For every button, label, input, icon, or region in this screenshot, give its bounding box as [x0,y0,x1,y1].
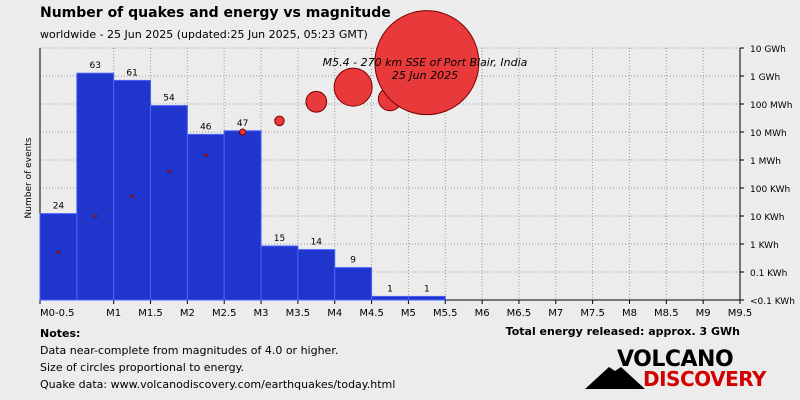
largest-quake-annotation: M5.4 - 270 km SSE of Port Blair, India [323,56,528,69]
energy-tick-label: 0.1 KWh [750,269,787,279]
x-tick-label: M7 [548,308,563,319]
energy-circle [274,115,285,127]
x-tick-label: M3 [254,308,269,319]
labels-layer: 10 GWh 1 GWh 100 MWh 10 MWh 1 MWh 100 KWh 10 K… [40,45,795,319]
x-tick-label: M2 [180,308,195,319]
histogram-bar [297,249,336,301]
notes: Notes: Data near-complete from magnitude… [40,325,395,393]
bar-count-label: 63 [90,61,101,71]
bars-layer [39,72,446,301]
histogram-bar [113,79,152,301]
energy-circle [167,169,171,173]
energy-circle [93,214,97,218]
x-tick-label: M5.5 [433,308,458,319]
bar-count-label: 14 [311,238,323,248]
x-tick-label: M1 [106,308,121,319]
energy-tick-label: <0.1 KWh [750,297,795,307]
x-tick-label: M8.5 [654,308,679,319]
largest-quake-date: 25 Jun 2025 [392,69,458,82]
volcano-icon [585,367,645,389]
x-tick-label: M0-0.5 [40,308,75,319]
energy-circle [239,128,247,136]
histogram-bar [260,245,299,301]
y-axis-label: Number of events [24,137,34,218]
energy-tick-label: 1 GWh [750,73,780,83]
energy-tick-label: 10 GWh [750,45,786,55]
energy-tick-label: 10 MWh [750,129,787,139]
bar-count-label: 15 [274,234,285,244]
bar-count-label: 9 [350,256,356,266]
notes-heading: Notes: [40,327,81,340]
notes-line-1: Data near-complete from magnitudes of 4.… [40,344,339,357]
x-tick-label: M7.5 [580,308,605,319]
chart-title: Number of quakes and energy vs magnitude [40,5,391,21]
x-tick-label: M2.5 [212,308,237,319]
energy-tick-label: 10 KWh [750,213,785,223]
histogram-bar [76,72,115,301]
x-tick-label: M8 [622,308,637,319]
notes-line-3: Quake data: www.volcanodiscovery.com/ear… [40,378,396,391]
x-tick-label: M6.5 [507,308,532,319]
bar-count-label: 24 [53,202,65,212]
volcanodiscovery-logo: VOLCANO DISCOVERY [585,347,767,397]
energy-circle [374,10,480,116]
histogram-bar [407,295,446,301]
energy-circle [305,90,328,113]
bar-count-label: 46 [200,122,212,132]
x-tick-label: M6 [475,308,490,319]
histogram-bar [371,295,409,301]
logo-word-volcano: VOLCANO [617,347,734,372]
bar-count-label: 54 [163,94,175,104]
x-tick-label: M9.5 [728,308,753,319]
histogram-bar [186,133,225,301]
histogram-bar [150,105,188,301]
bar-count-label: 47 [237,119,248,129]
x-tick-label: M9 [696,308,711,319]
energy-circle [204,153,208,157]
bar-count-label: 1 [387,284,393,294]
energy-circles-layer [56,10,480,255]
x-tick-label: M5 [401,308,416,319]
x-tick-label: M4 [327,308,342,319]
energy-circle [333,67,373,107]
energy-circle [130,194,134,199]
x-tick-label: M1.5 [138,308,163,319]
chart-subtitle: worldwide - 25 Jun 2025 (updated:25 Jun … [40,28,368,41]
histogram-bar [39,213,78,301]
notes-line-2: Size of circles proportional to energy. [40,361,245,374]
total-energy: Total energy released: approx. 3 GWh [505,325,740,338]
bar-count-label: 1 [424,284,430,294]
x-tick-label: M3.5 [286,308,311,319]
energy-circle [56,250,61,255]
histogram-bar [334,267,373,301]
energy-tick-label: 1 MWh [750,157,781,167]
energy-tick-label: 1 KWh [750,241,779,251]
x-tick-label: M4.5 [359,308,384,319]
bar-count-label: 61 [126,68,137,78]
histogram-bar [223,130,262,301]
energy-tick-label: 100 KWh [750,185,790,195]
energy-tick-label: 100 MWh [750,101,792,111]
logo-word-discovery: DISCOVERY [643,367,767,391]
